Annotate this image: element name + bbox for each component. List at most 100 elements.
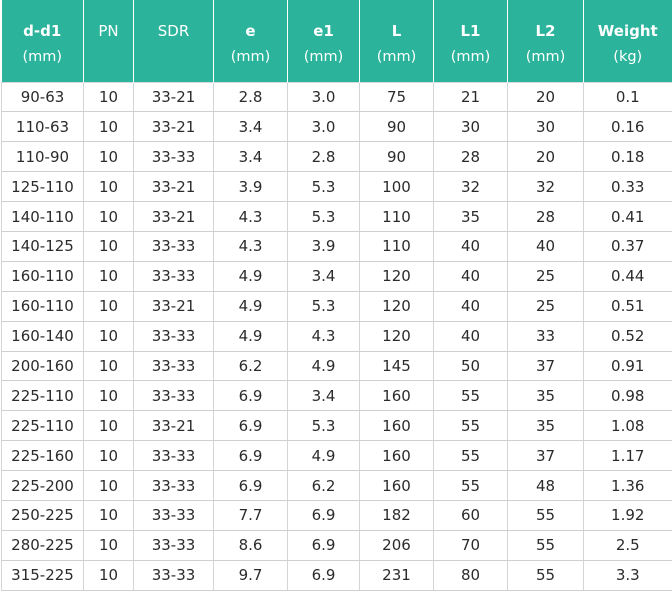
table-row: 225-110 10 33-33 6.9 3.4 160 55 35 0.98 xyxy=(1,380,672,412)
cell-l2: 37 xyxy=(507,351,584,382)
header-unit: (mm) xyxy=(450,49,491,65)
cell-sdr: 33-21 xyxy=(133,201,214,232)
cell-pn: 10 xyxy=(83,171,134,203)
cell-sdr: 33-21 xyxy=(133,291,214,322)
cell-e: 6.9 xyxy=(213,380,288,412)
cell-pn: 10 xyxy=(83,470,134,501)
table-row: 125-110 10 33-21 3.9 5.3 100 32 32 0.33 xyxy=(1,171,672,203)
cell-e: 6.2 xyxy=(213,351,288,382)
cell-sdr: 33-33 xyxy=(133,380,214,412)
cell-l: 90 xyxy=(359,111,434,143)
cell-l2: 48 xyxy=(507,470,584,501)
cell-d-d1: 225-160 xyxy=(1,440,84,472)
table-row: 225-200 10 33-33 6.9 6.2 160 55 48 1.36 xyxy=(1,470,672,501)
cell-d-d1: 225-110 xyxy=(1,410,84,442)
cell-e1: 5.3 xyxy=(287,410,360,442)
table-header: d-d1 (mm) PN SDR e (mm) e1 (mm) L (mm) xyxy=(1,0,672,82)
cell-pn: 10 xyxy=(83,141,134,173)
cell-l1: 50 xyxy=(433,351,508,382)
cell-e1: 5.3 xyxy=(287,171,360,203)
cell-pn: 10 xyxy=(83,261,134,292)
cell-weight: 1.36 xyxy=(583,470,672,501)
table-row: 225-160 10 33-33 6.9 4.9 160 55 37 1.17 xyxy=(1,440,672,472)
cell-l2: 35 xyxy=(507,380,584,412)
table-row: 315-225 10 33-33 9.7 6.9 231 80 55 3.3 xyxy=(1,560,672,591)
cell-e: 4.9 xyxy=(213,291,288,322)
cell-d-d1: 140-110 xyxy=(1,201,84,232)
cell-e1: 4.3 xyxy=(287,321,360,352)
cell-weight: 0.41 xyxy=(583,201,672,232)
header-label: e1 xyxy=(313,22,334,40)
cell-sdr: 33-21 xyxy=(133,111,214,143)
cell-weight: 0.52 xyxy=(583,321,672,352)
cell-l1: 40 xyxy=(433,231,508,262)
cell-e: 4.9 xyxy=(213,261,288,292)
cell-pn: 10 xyxy=(83,81,134,113)
cell-l1: 40 xyxy=(433,261,508,292)
cell-pn: 10 xyxy=(83,351,134,382)
cell-l: 206 xyxy=(359,530,434,561)
cell-pn: 10 xyxy=(83,500,134,531)
cell-e: 4.3 xyxy=(213,231,288,262)
cell-weight: 0.37 xyxy=(583,231,672,262)
cell-d-d1: 160-140 xyxy=(1,321,84,352)
cell-l2: 25 xyxy=(507,291,584,322)
cell-l2: 55 xyxy=(507,500,584,531)
cell-e1: 3.0 xyxy=(287,81,360,113)
cell-e: 6.9 xyxy=(213,410,288,442)
cell-l2: 25 xyxy=(507,261,584,292)
cell-l: 120 xyxy=(359,261,434,292)
cell-d-d1: 225-200 xyxy=(1,470,84,501)
cell-l1: 40 xyxy=(433,291,508,322)
cell-l1: 21 xyxy=(433,81,508,113)
header-row: d-d1 (mm) PN SDR e (mm) e1 (mm) L (mm) xyxy=(1,0,672,82)
cell-l2: 55 xyxy=(507,530,584,561)
cell-l: 110 xyxy=(359,201,434,232)
header-unit: (mm) xyxy=(303,49,344,65)
table-row: 110-90 10 33-33 3.4 2.8 90 28 20 0.18 xyxy=(1,141,672,173)
cell-weight: 0.33 xyxy=(583,171,672,203)
cell-l: 90 xyxy=(359,141,434,173)
cell-pn: 10 xyxy=(83,231,134,262)
header-cell-l: L (mm) xyxy=(359,0,434,82)
cell-e1: 5.3 xyxy=(287,201,360,232)
header-unit: (mm) xyxy=(230,49,271,65)
cell-d-d1: 110-63 xyxy=(1,111,84,143)
cell-d-d1: 280-225 xyxy=(1,530,84,561)
table-row: 280-225 10 33-33 8.6 6.9 206 70 55 2.5 xyxy=(1,530,672,561)
header-cell-l1: L1 (mm) xyxy=(433,0,508,82)
cell-l1: 28 xyxy=(433,141,508,173)
cell-l: 75 xyxy=(359,81,434,113)
cell-e1: 2.8 xyxy=(287,141,360,173)
cell-pn: 10 xyxy=(83,410,134,442)
header-cell-d-d1: d-d1 (mm) xyxy=(1,0,84,82)
table-row: 110-63 10 33-21 3.4 3.0 90 30 30 0.16 xyxy=(1,111,672,143)
cell-pn: 10 xyxy=(83,560,134,591)
cell-weight: 0.98 xyxy=(583,380,672,412)
cell-l: 160 xyxy=(359,410,434,442)
cell-e1: 3.4 xyxy=(287,261,360,292)
header-label: Weight xyxy=(597,22,658,40)
cell-e1: 4.9 xyxy=(287,440,360,472)
cell-e: 4.3 xyxy=(213,201,288,232)
cell-e1: 4.9 xyxy=(287,351,360,382)
table-row: 200-160 10 33-33 6.2 4.9 145 50 37 0.91 xyxy=(1,351,672,382)
cell-l: 160 xyxy=(359,470,434,501)
cell-d-d1: 90-63 xyxy=(1,81,84,113)
cell-e: 8.6 xyxy=(213,530,288,561)
cell-weight: 0.18 xyxy=(583,141,672,173)
cell-d-d1: 250-225 xyxy=(1,500,84,531)
cell-l1: 55 xyxy=(433,470,508,501)
cell-l2: 32 xyxy=(507,171,584,203)
cell-l1: 32 xyxy=(433,171,508,203)
cell-l2: 30 xyxy=(507,111,584,143)
cell-pn: 10 xyxy=(83,111,134,143)
header-cell-pn: PN xyxy=(83,0,134,82)
cell-l2: 20 xyxy=(507,81,584,113)
cell-l1: 40 xyxy=(433,321,508,352)
cell-pn: 10 xyxy=(83,321,134,352)
cell-pn: 10 xyxy=(83,201,134,232)
cell-e: 3.9 xyxy=(213,171,288,203)
cell-e1: 5.3 xyxy=(287,291,360,322)
